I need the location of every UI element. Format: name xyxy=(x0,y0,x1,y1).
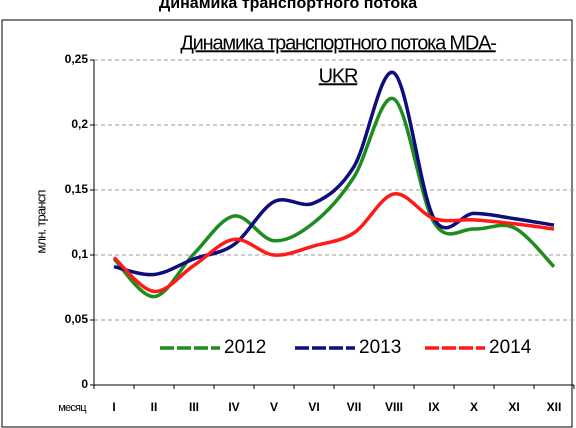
y-tick-label: 0,2 xyxy=(71,117,88,131)
y-tick-label: 0,1 xyxy=(71,247,88,261)
x-tick-label: VIII xyxy=(385,400,403,414)
chart-title: Динамика транспортного потока MDA- xyxy=(180,32,496,54)
x-tick-label: IX xyxy=(428,400,439,414)
x-tick-label: IV xyxy=(228,400,239,414)
y-tick-label: 0,05 xyxy=(65,312,89,326)
chart-frame xyxy=(1,19,573,428)
x-tick-label: X xyxy=(470,400,478,414)
x-tick-label: V xyxy=(270,400,278,414)
legend-label: 2014 xyxy=(489,337,532,358)
x-axis-label: месяц xyxy=(58,402,87,414)
y-tick-label: 0,25 xyxy=(65,52,89,66)
x-tick-label: I xyxy=(112,400,115,414)
y-tick-label: 0 xyxy=(81,377,88,391)
legend-label: 2012 xyxy=(224,337,266,358)
x-tick-label: VII xyxy=(347,400,362,414)
x-tick-label: III xyxy=(189,400,199,414)
series-line xyxy=(112,192,555,294)
legend-label: 2013 xyxy=(359,337,401,358)
series-line xyxy=(112,96,556,299)
y-axis-label: млн. трансп xyxy=(33,190,48,254)
y-tick-label: 0,15 xyxy=(65,182,89,196)
figure-title: Динамика транспортного потока xyxy=(159,0,417,12)
x-tick-label: XI xyxy=(508,400,519,414)
x-tick-label: II xyxy=(151,400,158,414)
x-tick-label: XII xyxy=(547,400,562,414)
x-tick-label: VI xyxy=(308,400,319,414)
chart-title: UKR xyxy=(319,65,358,87)
series-line xyxy=(113,70,555,277)
